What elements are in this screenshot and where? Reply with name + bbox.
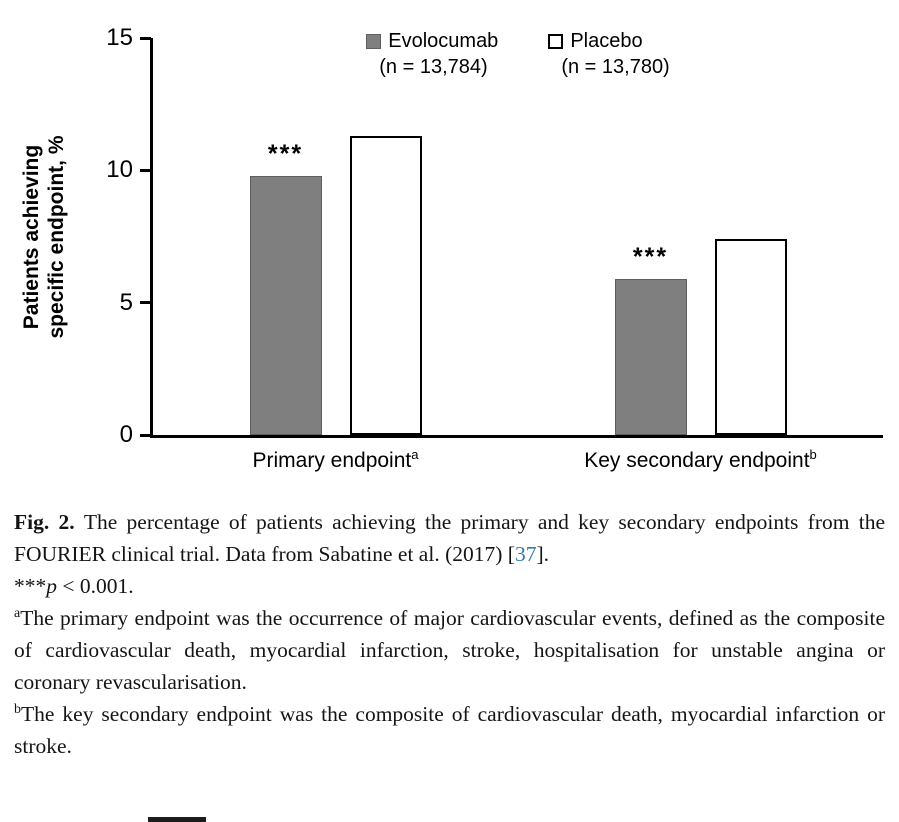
bar-evolocumab: ***: [614, 243, 687, 435]
caption-main: Fig. 2. The percentage of patients achie…: [14, 506, 885, 570]
bar-group: ***: [518, 38, 883, 435]
bar-group: ***: [153, 38, 518, 435]
figure-caption: Fig. 2. The percentage of patients achie…: [14, 506, 885, 762]
legend-n-label: (n = 13,784): [379, 56, 488, 78]
bar-placebo: [349, 135, 422, 435]
legend-swatch-evolocumab-icon: [366, 34, 382, 49]
x-axis-label-text: Primary endpoint: [252, 449, 412, 472]
reference-bracket-open: [: [507, 542, 515, 566]
footnote-b-text: The key secondary endpoint was the compo…: [14, 702, 885, 758]
bar-groups: *** ***: [153, 38, 883, 435]
legend-item-evolocumab: Evolocumab (n = 13,784): [366, 30, 498, 79]
legend-series-name: Placebo: [570, 30, 643, 52]
legend-row: Evolocumab: [366, 30, 498, 53]
significance-note: ***p < 0.001.: [14, 570, 885, 602]
significance-stars: ***: [632, 242, 669, 271]
reference-link-37[interactable]: 37: [514, 542, 537, 566]
x-axis-labels: Primary endpointa Key secondary endpointb: [153, 435, 883, 473]
bar-fill-placebo: [714, 239, 787, 435]
footnote-b-marker: b: [14, 701, 21, 717]
x-axis-label-superscript: a: [411, 447, 419, 462]
bar-placebo: [714, 239, 787, 435]
cropped-next-line-fragment: [148, 817, 206, 822]
significance-value: < 0.001.: [57, 574, 134, 598]
bar-fill-evolocumab: [614, 278, 687, 435]
significance-stars: ***: [267, 139, 304, 168]
y-tick-mark: [140, 301, 151, 305]
legend-swatch-placebo-icon: [548, 34, 564, 49]
legend-n-label: (n = 13,780): [561, 56, 670, 78]
plot-area: 0 5 10 15 *** *** Evolocumab (n = 13,784) Plac…: [106, 24, 883, 472]
significance-p: p: [46, 574, 57, 598]
footnote-a-text: The primary endpoint was the occurrence …: [14, 606, 885, 694]
figure-label: Fig. 2.: [14, 510, 84, 534]
y-tick-label: 15: [106, 24, 133, 51]
significance-stars-text: ***: [14, 574, 47, 598]
legend-row: Placebo: [548, 30, 669, 53]
footnote-a: aThe primary endpoint was the occurrence…: [14, 602, 885, 698]
x-axis-label-superscript: b: [809, 447, 817, 462]
x-axis-label-text: Key secondary endpoint: [584, 449, 810, 472]
legend-series-name: Evolocumab: [388, 30, 499, 52]
x-axis-label: Primary endpointa: [153, 447, 518, 473]
reference-bracket-close: ].: [536, 542, 549, 566]
y-axis-title: Patients achieving specific endpoint, %: [20, 135, 68, 339]
y-tick-label: 10: [106, 156, 133, 184]
y-tick-mark: [140, 36, 151, 40]
y-tick-mark: [140, 433, 151, 437]
y-tick-label: 0: [119, 421, 133, 448]
y-tick-mark: [140, 168, 151, 172]
footnote-a-marker: a: [14, 605, 21, 621]
legend-item-placebo: Placebo (n = 13,780): [548, 30, 670, 79]
caption-text: The percentage of patients achieving the…: [14, 510, 885, 566]
legend: Evolocumab (n = 13,784) Placebo (n = 13,780…: [153, 30, 883, 79]
y-axis: 0 5 10 15: [106, 24, 883, 448]
bar-chart: Patients achieving specific endpoint, % …: [20, 24, 883, 472]
bar-fill-placebo: [349, 135, 422, 435]
bar-evolocumab: ***: [249, 140, 322, 435]
x-axis-label: Key secondary endpointb: [518, 447, 883, 473]
footnote-b: bThe key secondary endpoint was the comp…: [14, 698, 885, 762]
bar-fill-evolocumab: [249, 175, 322, 435]
y-tick-label: 5: [119, 288, 133, 316]
